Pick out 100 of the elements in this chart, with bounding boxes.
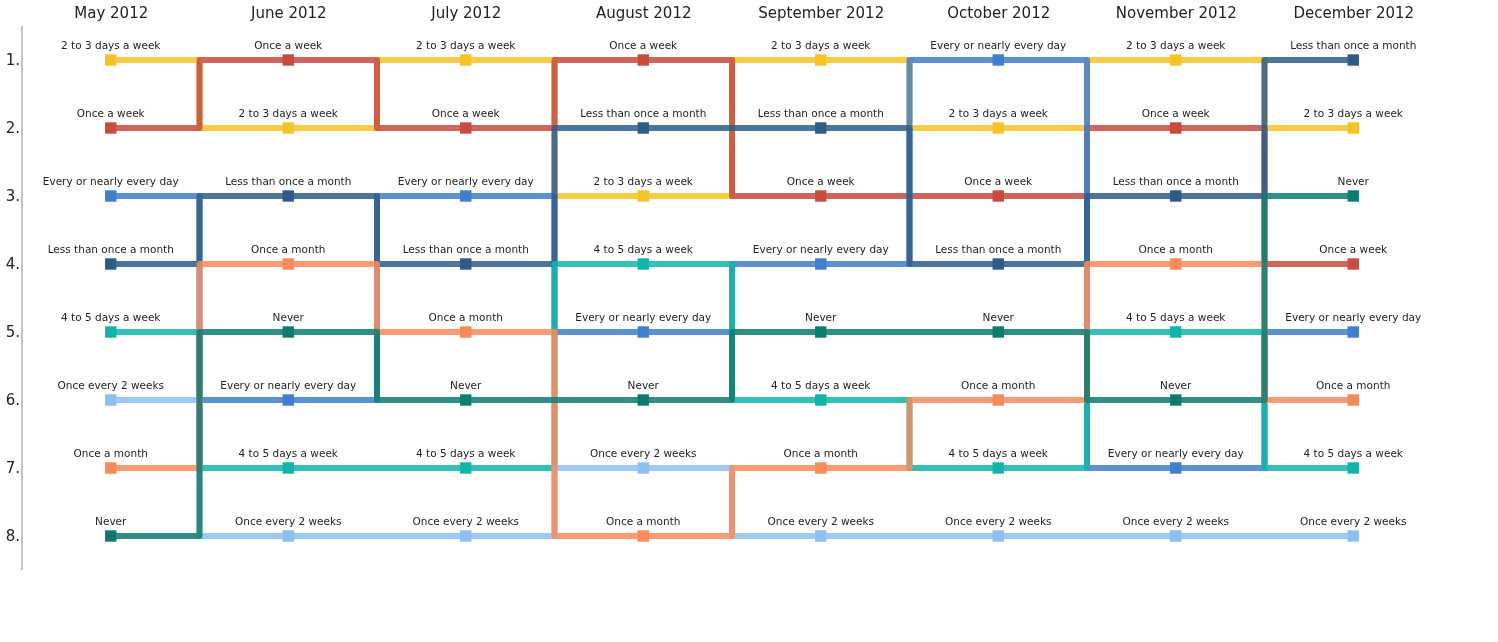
text: 4 to 5 days a week (771, 379, 871, 391)
y-tick-label: 1. (5, 51, 20, 69)
point (460, 462, 472, 474)
text: 4 to 5 days a week (1126, 311, 1226, 323)
point (282, 54, 294, 66)
point (460, 394, 472, 406)
point (992, 462, 1004, 474)
point (992, 54, 1004, 66)
text: Once a week (1319, 243, 1388, 255)
text: Once a month (606, 515, 681, 527)
point (992, 190, 1004, 202)
point (460, 258, 472, 270)
text: Once a month (428, 311, 503, 323)
point (105, 258, 117, 270)
text: Less than once a month (225, 175, 352, 187)
point (1170, 122, 1182, 134)
point (637, 122, 649, 134)
text: Once a month (251, 243, 326, 255)
point (282, 530, 294, 542)
series-label: 4 to 5 days a week (61, 311, 162, 323)
point (282, 190, 294, 202)
y-tick-label: 7. (5, 459, 20, 477)
text: Every or nearly every day (930, 39, 1067, 51)
point (815, 258, 827, 270)
point (1347, 190, 1359, 202)
text: Every or nearly every day (1107, 447, 1244, 459)
point (815, 326, 827, 338)
point (637, 394, 649, 406)
point (1170, 190, 1182, 202)
point (637, 530, 649, 542)
text: Once every 2 weeks (944, 515, 1052, 527)
point (637, 190, 649, 202)
text: Never (272, 311, 304, 323)
text: Less than once a month (402, 243, 529, 255)
text: Less than once a month (935, 243, 1062, 255)
point (637, 462, 649, 474)
series-label: 2 to 3 days a week (61, 39, 162, 51)
text: Once a week (786, 175, 855, 187)
text: Every or nearly every day (752, 243, 889, 255)
point (1347, 258, 1359, 270)
point (637, 258, 649, 270)
point (1347, 394, 1359, 406)
text: 2 to 3 days a week (771, 39, 871, 51)
point (460, 530, 472, 542)
point (105, 190, 117, 202)
point (815, 462, 827, 474)
point (992, 326, 1004, 338)
point (282, 394, 294, 406)
x-tick-label: October 2012 (947, 3, 1051, 22)
text: 2 to 3 days a week (948, 107, 1048, 119)
point (282, 326, 294, 338)
text: Once every 2 weeks (234, 515, 342, 527)
text: Every or nearly every day (220, 379, 357, 391)
point (992, 258, 1004, 270)
point (992, 122, 1004, 134)
y-tick-label: 8. (5, 527, 20, 545)
point (1347, 122, 1359, 134)
point (282, 122, 294, 134)
point (105, 530, 117, 542)
point (1347, 326, 1359, 338)
text: Once a week (609, 39, 678, 51)
text: Never (1160, 379, 1192, 391)
y-tick-label: 3. (5, 187, 20, 205)
point (815, 394, 827, 406)
text: 4 to 5 days a week (416, 447, 516, 459)
text: Less than once a month (1290, 39, 1417, 51)
text: Once every 2 weeks (412, 515, 520, 527)
text: 2 to 3 days a week (416, 39, 516, 51)
text: 4 to 5 days a week (948, 447, 1048, 459)
text: 4 to 5 days a week (238, 447, 338, 459)
text: Less than once a month (1112, 175, 1239, 187)
point (815, 530, 827, 542)
point (105, 394, 117, 406)
point (1170, 462, 1182, 474)
x-tick-label: July 2012 (430, 3, 502, 22)
point (1347, 54, 1359, 66)
x-tick-label: November 2012 (1115, 3, 1237, 22)
x-tick-label: May 2012 (74, 3, 149, 22)
point (460, 190, 472, 202)
text: Never (805, 311, 837, 323)
series-label: Every or nearly every day (42, 175, 179, 187)
text: Once a month (961, 379, 1036, 391)
text: Once a week (964, 175, 1033, 187)
series-label: Never (95, 515, 128, 527)
point (815, 190, 827, 202)
text: Once a week (431, 107, 500, 119)
x-tick-label: December 2012 (1293, 3, 1415, 22)
text: Once a month (1138, 243, 1213, 255)
text: Once a week (254, 39, 323, 51)
series-label: Once every 2 weeks (57, 379, 165, 391)
text: Every or nearly every day (397, 175, 534, 187)
text: Once every 2 weeks (767, 515, 875, 527)
x-tick-label: September 2012 (758, 3, 885, 22)
text: Once a month (783, 447, 858, 459)
x-tick-label: June 2012 (249, 3, 327, 22)
point (815, 122, 827, 134)
point (460, 122, 472, 134)
text: Never (627, 379, 659, 391)
point (1170, 394, 1182, 406)
text: 2 to 3 days a week (1126, 39, 1226, 51)
